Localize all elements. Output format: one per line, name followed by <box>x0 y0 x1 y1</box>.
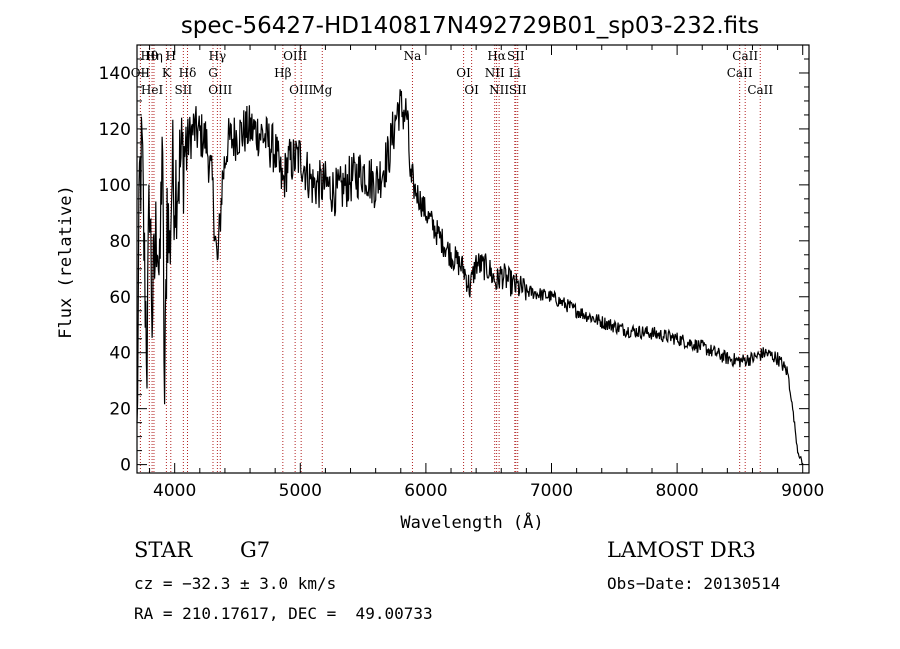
observation-date: Obs−Date: 20130514 <box>607 574 781 593</box>
spectral-line-label: SII <box>507 49 525 63</box>
spectral-line-label: CaII <box>732 49 758 63</box>
spectral-line-labels: HθOIIHeIHηKSIIHHδOIIIHγGOIIIOIIIHβMgNaOI… <box>131 49 774 97</box>
spectral-line-label: OI <box>464 83 479 97</box>
spectral-line-label: Hθ <box>140 49 158 63</box>
object-subclass: G7 <box>240 538 271 562</box>
spectral-line-label: Hα <box>487 49 506 63</box>
chart-title: spec-56427-HD140817N492729B01_sp03-232.f… <box>181 13 759 39</box>
y-tick-label: 40 <box>109 344 131 364</box>
spectral-line-label: OI <box>456 66 471 80</box>
spectral-line-label: Mg <box>312 83 332 97</box>
x-tick-label: 4000 <box>153 481 196 501</box>
spectral-line-label: CaII <box>747 83 773 97</box>
x-axis-title: Wavelength (Å) <box>400 511 543 533</box>
y-tick-label: 80 <box>109 232 131 252</box>
spectral-line-label: SII <box>174 83 192 97</box>
x-tick-label: 8000 <box>655 481 698 501</box>
spectral-line-label: Hβ <box>274 66 291 80</box>
spectral-line-label: NII <box>485 66 505 80</box>
spectral-line-label: Hδ <box>179 66 197 80</box>
x-tick-label: 5000 <box>279 481 322 501</box>
y-axis-ticks: 0 20 40 60 80 100 120 140 <box>99 58 809 476</box>
y-tick-label: 0 <box>120 456 131 476</box>
spectral-line-label: Hη <box>145 49 163 63</box>
ra-dec-coordinates: RA = 210.17617, DEC = 49.00733 <box>134 604 433 623</box>
spectral-line-label: NII <box>489 83 509 97</box>
y-tick-label: 120 <box>99 120 131 140</box>
spectral-line-label: OIII <box>208 83 232 97</box>
spectral-line-label: HeI <box>141 83 164 97</box>
spectral-line-label: Li <box>509 66 521 80</box>
plot-frame <box>136 44 810 474</box>
x-tick-label: 7000 <box>530 481 573 501</box>
spectral-line-label: H <box>166 49 176 63</box>
y-tick-label: 60 <box>109 288 131 308</box>
spectral-line-label: K <box>162 66 172 80</box>
spectral-line-label: CaII <box>727 66 753 80</box>
survey-name: LAMOST DR3 <box>607 538 756 562</box>
x-axis-ticks: 4000 5000 6000 7000 8000 9000 <box>149 45 824 501</box>
spectral-line-label: SII <box>509 83 527 97</box>
x-tick-label: 9000 <box>781 481 824 501</box>
spectrum-line <box>136 89 804 466</box>
y-axis-title: Flux (relative) <box>56 185 76 339</box>
y-tick-label: 20 <box>109 400 131 420</box>
y-tick-label: 140 <box>99 64 131 84</box>
spectral-line-label: G <box>208 66 218 80</box>
spectral-line-label: OIII <box>283 49 307 63</box>
redshift-cz: cz = −32.3 ± 3.0 km/s <box>134 574 337 593</box>
spectral-line-label: Na <box>404 49 422 63</box>
y-tick-label: 100 <box>99 176 131 196</box>
x-tick-label: 6000 <box>404 481 447 501</box>
spectral-line-label: OIII <box>289 83 313 97</box>
spectral-line-label: Hγ <box>209 49 227 63</box>
object-class: STAR <box>134 538 193 562</box>
